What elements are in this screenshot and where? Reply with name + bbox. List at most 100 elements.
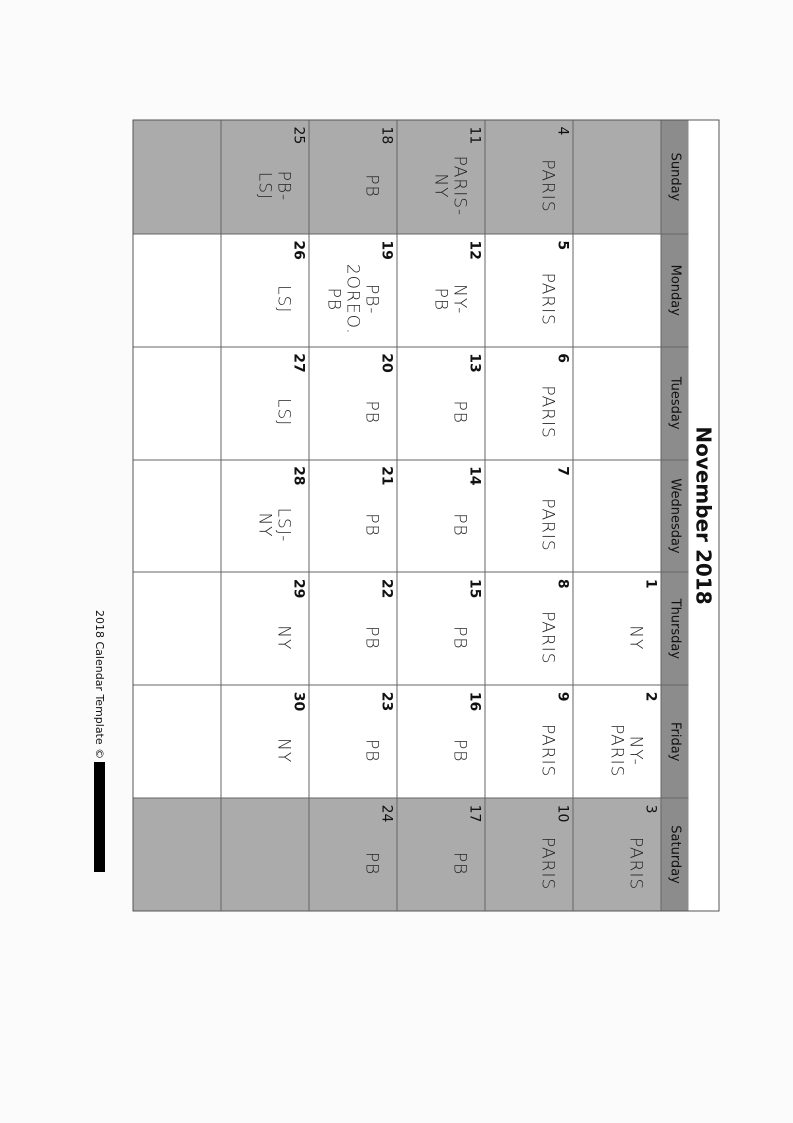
date-number: 22	[378, 578, 395, 599]
day-cell: 16 PB	[397, 684, 486, 798]
date-number: 1	[642, 578, 659, 589]
date-number: 7	[554, 466, 571, 476]
day-cell	[133, 571, 222, 685]
day-cell: 13 PB	[397, 346, 486, 460]
date-number: 16	[466, 691, 483, 712]
day-cell	[573, 233, 662, 347]
day-cell: 2 NY- PARIS	[573, 684, 662, 798]
date-number: 5	[554, 240, 571, 251]
date-number: 24	[378, 804, 395, 823]
date-number: 23	[378, 691, 395, 712]
day-cell: 22 PB	[309, 571, 398, 685]
date-number: 30	[290, 691, 307, 712]
day-cell	[133, 459, 222, 572]
day-cell: 26 LSJ	[221, 233, 310, 347]
day-cell	[221, 797, 310, 911]
handwritten-note: NY- PARIS	[606, 724, 646, 778]
day-cell: 8 PARIS	[485, 571, 574, 685]
weekday-header: Sunday Monday Tuesday Wednesday Thursday Frid…	[661, 120, 689, 911]
day-cell	[133, 684, 222, 798]
date-number: 9	[554, 691, 571, 702]
day-cell: 18 PB	[309, 120, 398, 234]
date-number: 15	[466, 578, 483, 599]
calendar-title: November 2018	[691, 426, 716, 605]
date-number: 14	[466, 466, 483, 486]
handwritten-note: LSJ	[273, 285, 294, 314]
handwritten-note: PB	[449, 851, 470, 876]
week-row: 4 PARIS 5 PARIS 6 PARIS 7 PARIS 8 PARIS 9 PARIS 10 PA…	[485, 120, 574, 911]
day-cell: 28 LSJ- NY	[221, 459, 310, 572]
day-cell: 12 NY- PB	[397, 233, 486, 347]
handwritten-note: PARIS- NY	[430, 155, 470, 217]
day-header-monday: Monday	[661, 233, 689, 347]
footer-text: 2018 Calendar Template ©	[93, 610, 107, 760]
date-number: 4	[554, 126, 571, 136]
footer: 2018 Calendar Template ©	[92, 610, 108, 910]
day-header-friday: Friday	[661, 684, 689, 798]
date-number: 28	[290, 466, 307, 486]
day-cell: 5 PARIS	[485, 233, 574, 347]
day-header-thursday: Thursday	[661, 571, 689, 685]
day-cell	[133, 120, 222, 234]
day-header-tuesday: Tuesday	[661, 346, 689, 460]
date-number: 17	[466, 804, 483, 823]
week-row: 18 PB 19 PB- 2OREO. PB 20 PB 21 PB 22 PB 23 PB 24 PB	[309, 120, 398, 911]
day-cell: 14 PB	[397, 459, 486, 572]
date-number: 6	[554, 353, 571, 363]
day-header-sunday: Sunday	[667, 152, 683, 202]
handwritten-note: PB	[361, 851, 382, 876]
week-row: 11 PARIS- NY 12 NY- PB 13 PB 14 PB 15 PB 16 PB 17 PB	[397, 120, 486, 911]
day-cell: 19 PB- 2OREO. PB	[309, 233, 398, 347]
day-header-wednesday: Wednesday	[661, 459, 689, 572]
day-cell: 10 PARIS	[485, 797, 574, 911]
handwritten-note: PARIS	[537, 498, 558, 552]
day-cell	[573, 459, 662, 572]
date-number: 8	[554, 578, 571, 589]
date-number: 11	[466, 126, 483, 145]
handwritten-note: PB	[361, 739, 382, 763]
day-cell: 7 PARIS	[485, 459, 574, 572]
day-cell: 20 PB	[309, 346, 398, 460]
day-cell: 30 NY	[221, 684, 310, 798]
date-number: 20	[378, 353, 395, 373]
handwritten-note: PB	[361, 513, 382, 537]
week-row: 25 PB- LSJ 26 LSJ 27 LSJ 28 LSJ- NY 29 NY 30 NY	[221, 120, 310, 911]
handwritten-note: PARIS	[537, 724, 558, 778]
date-number: 18	[378, 126, 395, 145]
day-cell: 24 PB	[309, 797, 398, 911]
day-cell: 1 NY	[573, 571, 662, 685]
handwritten-note: NY	[625, 625, 646, 651]
date-number: 21	[378, 466, 395, 486]
day-cell: 23 PB	[309, 684, 398, 798]
handwritten-note: PARIS	[537, 836, 558, 891]
date-number: 25	[290, 126, 307, 145]
day-cell: 11 PARIS- NY	[397, 120, 486, 234]
handwritten-note: NY- PB	[430, 284, 470, 315]
date-number: 3	[642, 804, 659, 814]
day-cell: 3 PARIS	[573, 797, 662, 911]
redaction-box	[94, 762, 106, 873]
date-number: 26	[290, 240, 307, 260]
handwritten-note: PARIS	[625, 836, 646, 891]
day-cell	[573, 346, 662, 460]
handwritten-note: LSJ	[273, 397, 294, 427]
handwritten-note: PB	[361, 626, 382, 650]
day-cell: 15 PB	[397, 571, 486, 685]
date-number: 29	[290, 578, 307, 599]
day-cell	[133, 346, 222, 460]
handwritten-note: PB- 2OREO. PB	[323, 263, 382, 335]
handwritten-note: PB- LSJ	[254, 170, 294, 202]
handwritten-note: NY	[273, 625, 294, 651]
handwritten-note: PARIS	[537, 272, 558, 326]
day-cell: 17 PB	[397, 797, 486, 911]
handwritten-note: PARIS	[537, 159, 558, 213]
handwritten-note: NY	[273, 738, 294, 764]
date-number: 12	[466, 240, 483, 260]
handwritten-note: PB	[449, 626, 470, 650]
date-number: 2	[642, 691, 659, 702]
handwritten-note: PB	[361, 174, 382, 198]
date-number: 10	[554, 804, 571, 823]
date-number: 27	[290, 353, 307, 373]
day-cell: 27 LSJ	[221, 346, 310, 460]
calendar-body: 1 NY 2 NY- PARIS 3 PARIS 4 PARIS 5 PARIS 6 PARIS 7 PA…	[133, 120, 662, 911]
